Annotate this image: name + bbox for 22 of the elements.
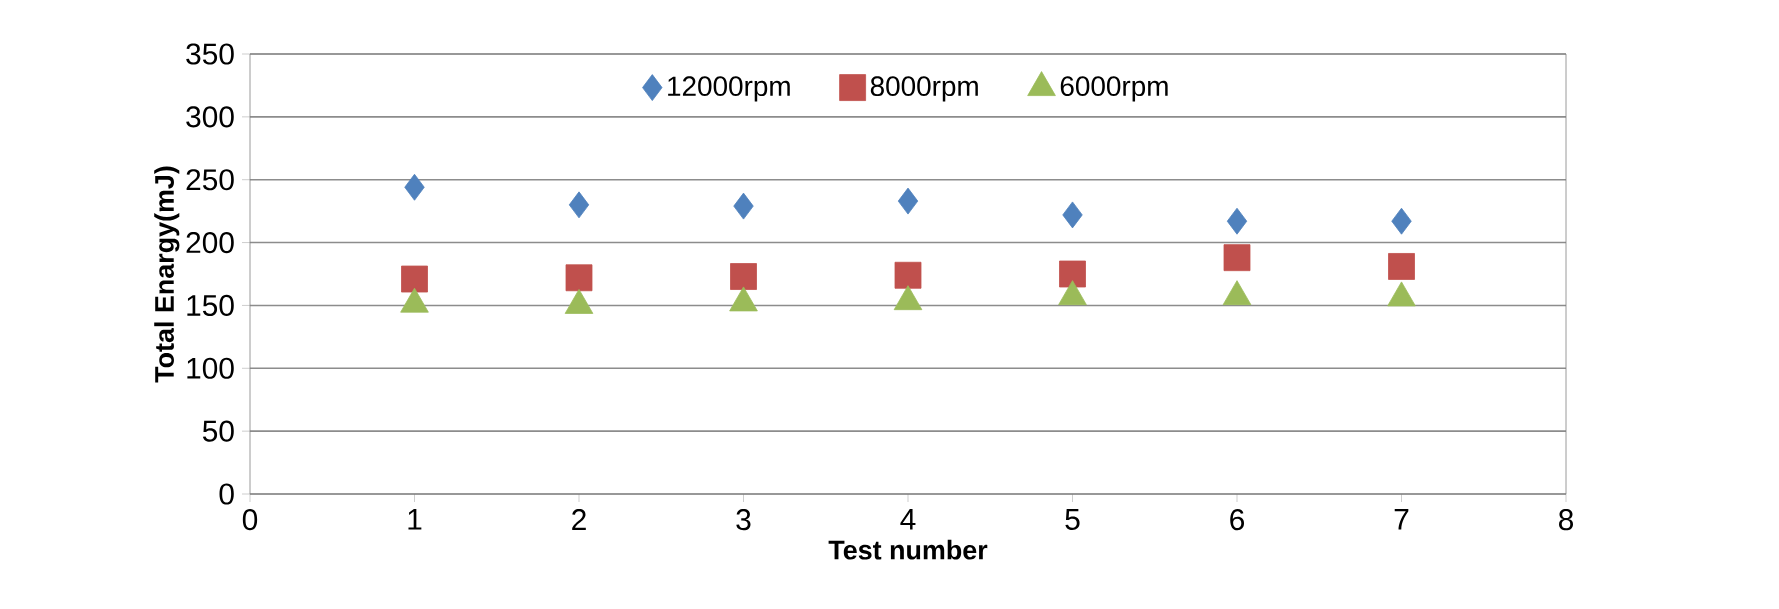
x-tick-label: 0	[242, 509, 258, 531]
y-tick-label: 350	[186, 43, 234, 65]
y-tick-label: 50	[202, 420, 234, 442]
y-tick-label: 150	[187, 294, 234, 316]
x-tick-label: 4	[900, 509, 916, 530]
x-tick-label: 8	[1559, 509, 1574, 531]
y-tick-label: 250	[186, 169, 234, 191]
y-tick-label: 200	[186, 231, 234, 254]
x-tick-label: 1	[408, 509, 422, 530]
y-tick-label: 100	[187, 357, 234, 379]
y-tick-label: 300	[186, 106, 234, 128]
x-tick-label: 7	[1394, 509, 1409, 530]
legend-label: 8000rpm	[870, 76, 978, 102]
legend-label: 6000rpm	[1060, 76, 1168, 102]
x-tick-label: 6	[1230, 509, 1245, 531]
x-tick-label: 3	[736, 509, 751, 531]
x-tick-label: 2	[572, 509, 586, 530]
y-tick-label: 0	[219, 483, 234, 505]
y-axis-title: Total Enargy(mJ)	[154, 166, 180, 383]
x-axis-title: Test number	[828, 539, 988, 560]
legend-label: 12000rpm	[668, 76, 790, 102]
x-tick-label: 5	[1065, 509, 1080, 530]
